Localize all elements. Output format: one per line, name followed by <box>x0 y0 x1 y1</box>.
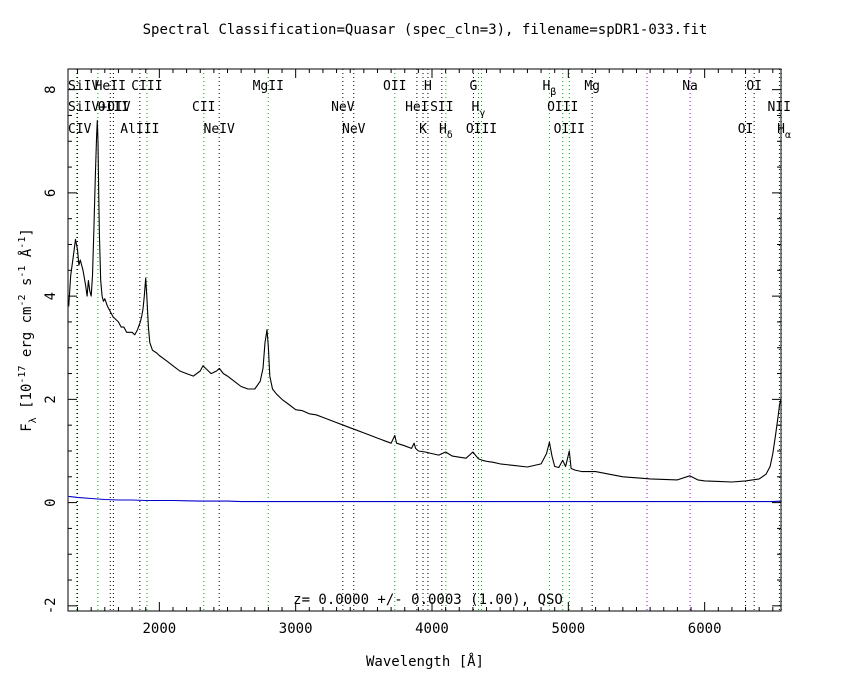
line-label-17: Hδ <box>439 122 453 141</box>
y-tick-label-6: 6 <box>43 189 59 197</box>
line-label-23: OIII <box>554 122 585 137</box>
y-tick-label-2: 2 <box>43 395 59 403</box>
line-label-8: NeIV <box>204 122 235 137</box>
line-label-30: Hα <box>777 122 791 141</box>
line-label-22: OIII <box>547 100 578 115</box>
x-tick-label-5000: 5000 <box>551 621 585 637</box>
x-tick-label-3000: 3000 <box>279 621 313 637</box>
line-label-12: OII <box>383 79 406 94</box>
x-axis-ticks: 2000 3000 4000 5000 6000 <box>77 69 774 637</box>
line-label-4: OIII <box>98 100 129 115</box>
line-label-0: SiIV <box>68 79 99 94</box>
y-axis-ticks: -2 0 2 4 6 8 <box>43 85 781 614</box>
chart-title: Spectral Classification=Quasar (spec_cln… <box>143 22 708 38</box>
y-tick-label-4: 4 <box>43 292 59 300</box>
series-spectrum <box>68 120 782 483</box>
line-label-16: SII <box>430 100 453 115</box>
line-label-26: Na <box>682 79 698 94</box>
line-label-10: NeV <box>331 100 355 115</box>
line-label-7: CII <box>192 100 215 115</box>
x-axis-label: Wavelength [Å] <box>366 653 484 670</box>
line-label-19: Hγ <box>472 100 486 119</box>
line-label-14: K <box>419 122 427 137</box>
y-tick-label-8: 8 <box>43 85 59 93</box>
line-label-2: CIV <box>68 122 92 137</box>
x-tick-label-2000: 2000 <box>142 621 176 637</box>
line-label-28: OI <box>746 79 762 94</box>
line-label-11: NeV <box>342 122 366 137</box>
y-axis-label: Fλ [10-17 erg cm-2 s-1 Å-1] <box>17 228 39 432</box>
line-label-5: AlIII <box>120 122 159 137</box>
plot-frame <box>67 68 782 612</box>
line-label-1: SiIV+OIV <box>68 100 131 115</box>
series-error <box>68 495 782 503</box>
line-label-29: NII <box>768 100 791 115</box>
line-label-9: MgII <box>253 79 284 94</box>
x-tick-label-6000: 6000 <box>688 621 722 637</box>
line-label-6: CIII <box>131 79 162 94</box>
line-label-21: Hβ <box>542 79 556 98</box>
line-label-27: OI <box>738 122 754 137</box>
x-tick-label-4000: 4000 <box>415 621 449 637</box>
redshift-annotation: z= 0.0000 +/- 0.0003 (1.00), QSO <box>293 592 563 608</box>
series-layer <box>68 120 782 503</box>
line-label-18: G <box>470 79 478 94</box>
y-tick-label-0: 0 <box>43 498 59 506</box>
line-label-3: HeII <box>95 79 126 94</box>
line-label-20: OIII <box>466 122 497 137</box>
line-label-13: HeI <box>405 100 428 115</box>
y-tick-label--2: -2 <box>43 597 59 614</box>
line-label-15: H <box>424 79 432 94</box>
emission-line-markers <box>76 69 782 611</box>
line-label-24: Mg <box>584 79 600 94</box>
line-labels: SiIV SiIV+OIV CIV HeII OIII AlIII CIII CII NeIV M… <box>68 79 791 141</box>
